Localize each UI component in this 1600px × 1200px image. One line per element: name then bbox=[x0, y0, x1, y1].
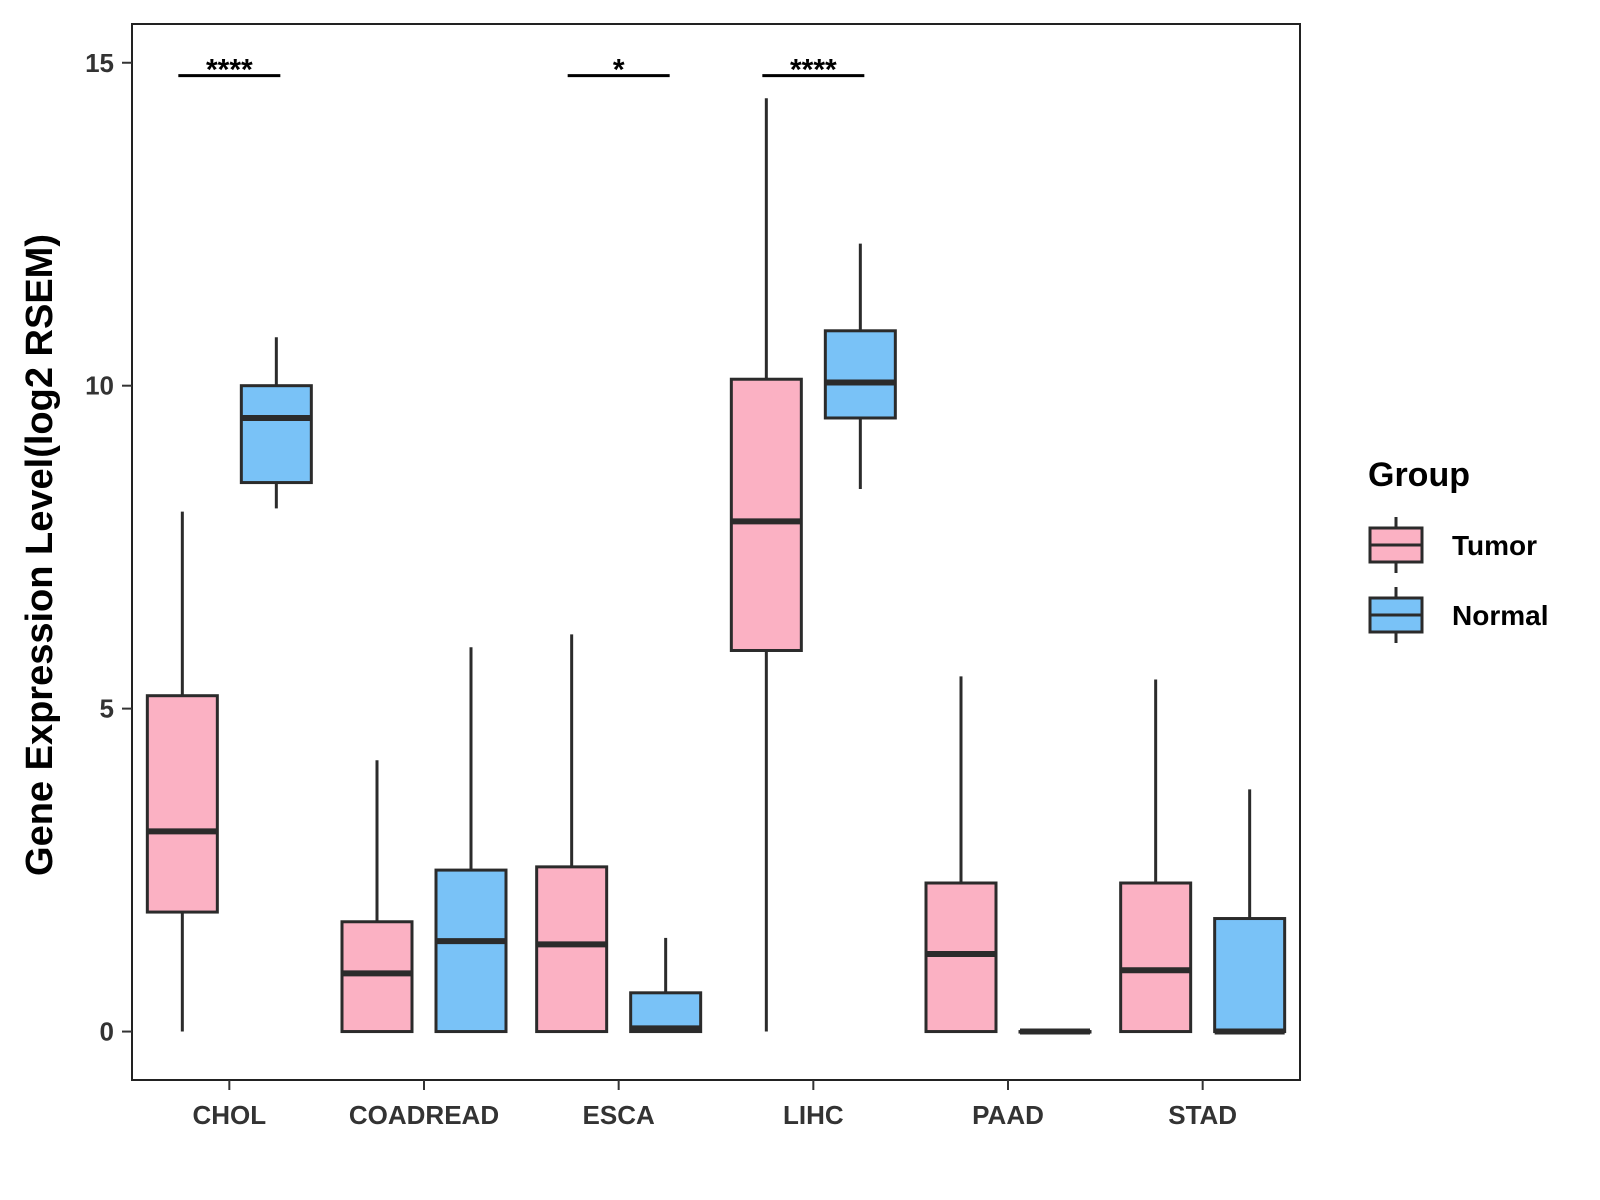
iqr-box bbox=[340, 920, 414, 1034]
significance-chol: **** bbox=[178, 54, 281, 87]
x-tick-label: COADREAD bbox=[349, 1100, 499, 1130]
iqr-box bbox=[629, 991, 703, 1034]
y-tick-label: 0 bbox=[100, 1017, 114, 1047]
iqr-box bbox=[924, 881, 998, 1034]
legend-title: Group bbox=[1368, 456, 1470, 494]
legend-label: Normal bbox=[1452, 600, 1548, 631]
y-tick-label: 15 bbox=[85, 48, 114, 78]
x-tick-label: ESCA bbox=[583, 1100, 655, 1130]
legend-entry-normal: Normal bbox=[1368, 587, 1548, 643]
plot-area: **** * **** bbox=[145, 54, 1287, 1035]
box-tumor-coadread bbox=[340, 760, 414, 1034]
box-tumor-chol bbox=[145, 511, 219, 1032]
x-tick-label: STAD bbox=[1168, 1100, 1237, 1130]
box-normal-lihc bbox=[823, 243, 897, 490]
significance-lihc: **** bbox=[762, 54, 865, 87]
iqr-box bbox=[535, 865, 609, 1034]
iqr-box bbox=[145, 694, 219, 914]
box-normal-paad bbox=[1018, 1028, 1092, 1035]
legend-entry-tumor: Tumor bbox=[1368, 517, 1537, 573]
y-tick-label: 10 bbox=[85, 371, 114, 401]
box-normal-esca bbox=[629, 937, 703, 1034]
significance-label: **** bbox=[206, 54, 253, 87]
x-tick-label: CHOL bbox=[192, 1100, 266, 1130]
box-normal-chol bbox=[239, 337, 313, 509]
legend: Group Tumor Normal bbox=[1368, 456, 1548, 643]
iqr-box bbox=[239, 384, 313, 485]
iqr-box bbox=[1119, 881, 1193, 1034]
box-tumor-stad bbox=[1119, 679, 1193, 1034]
axes: 0 5 10 15 CHOL COADREAD ESCA LIHC PAAD STAD bbox=[85, 23, 1301, 1130]
box-tumor-paad bbox=[924, 676, 998, 1034]
box-normal-stad bbox=[1213, 789, 1287, 1035]
box-tumor-lihc bbox=[729, 98, 803, 1032]
y-tick-label: 5 bbox=[100, 694, 114, 724]
x-tick-label: PAAD bbox=[972, 1100, 1044, 1130]
box-tumor-esca bbox=[535, 634, 609, 1034]
y-axis-title: Gene Expression Level(log2 RSEM) bbox=[19, 234, 61, 876]
iqr-box bbox=[823, 329, 897, 420]
significance-label: * bbox=[613, 54, 625, 87]
box-normal-coadread bbox=[434, 647, 508, 1034]
iqr-box bbox=[434, 868, 508, 1034]
legend-label: Tumor bbox=[1452, 530, 1537, 561]
iqr-box bbox=[1213, 917, 1287, 1034]
x-tick-label: LIHC bbox=[783, 1100, 844, 1130]
plot-panel-border bbox=[131, 23, 1301, 1081]
iqr-box bbox=[729, 377, 803, 652]
significance-esca: * bbox=[567, 54, 670, 87]
significance-label: **** bbox=[790, 54, 837, 87]
